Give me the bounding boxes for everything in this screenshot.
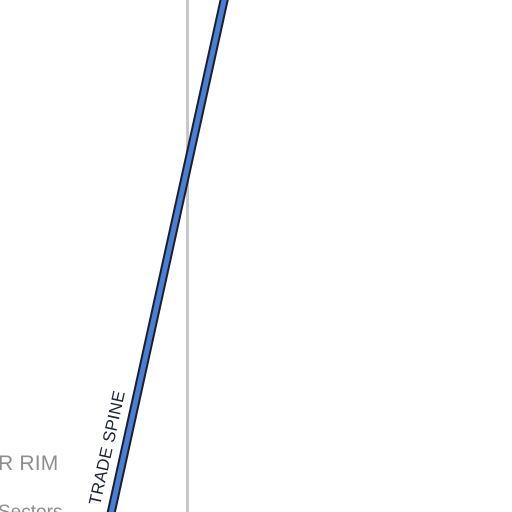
route-trade-spine[interactable] — [108, 0, 227, 512]
region-label: R RIM — [0, 452, 59, 475]
region-sub-label: Sectors — [0, 502, 62, 512]
